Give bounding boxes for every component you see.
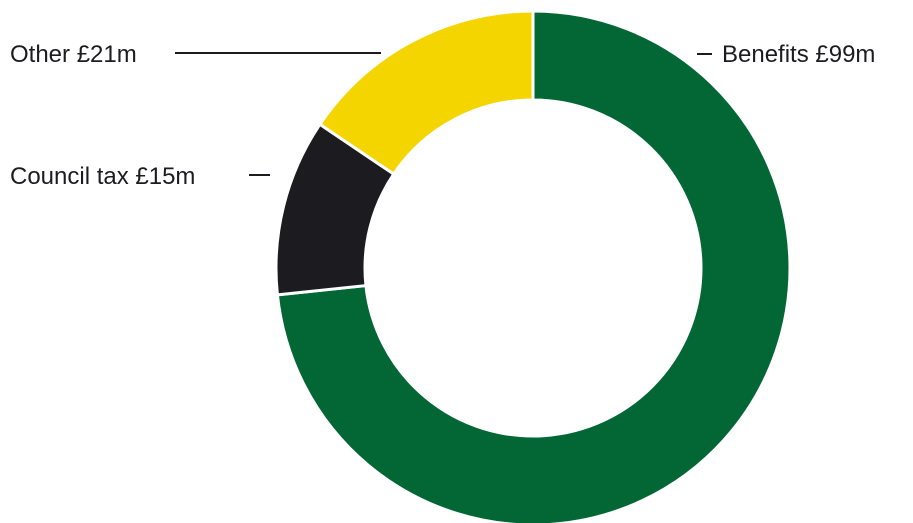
label-council-tax: Council tax £15m [10,163,195,190]
leader-lines [175,52,712,176]
label-other: Other £21m [10,41,137,68]
donut-slices [274,9,792,523]
slice-other [317,9,535,177]
slice-benefits [275,9,792,523]
slice-labels: Other £21m Council tax £15m Benefits £99… [10,41,875,190]
label-benefits: Benefits £99m [722,41,875,68]
